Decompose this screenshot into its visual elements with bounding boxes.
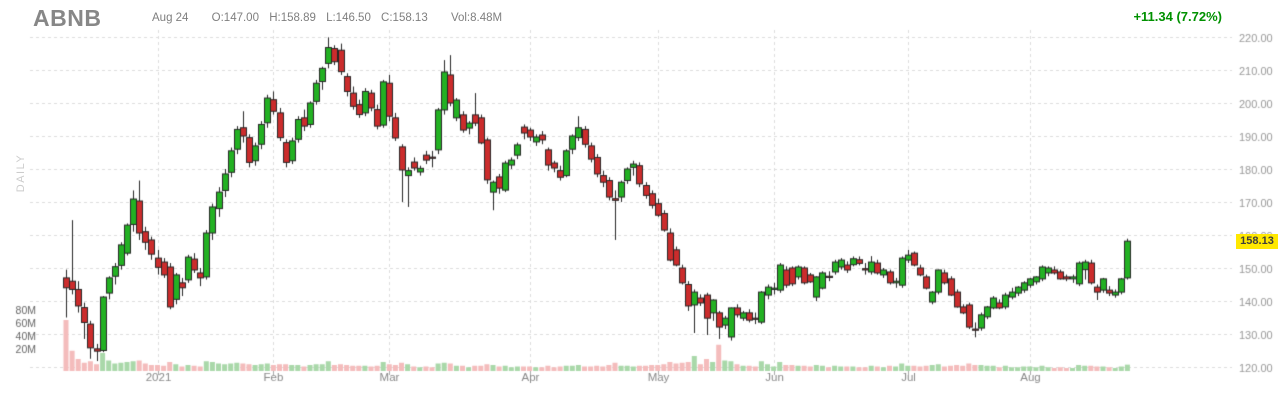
last-price-tag: 158.13 <box>1236 234 1278 249</box>
